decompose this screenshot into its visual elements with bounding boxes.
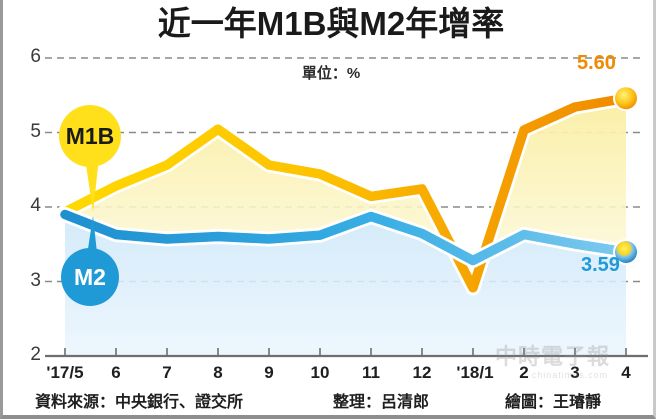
y-tick-label: 2 <box>30 344 41 365</box>
x-tick-label: 4 <box>621 363 631 382</box>
x-tick-label: 10 <box>310 363 330 382</box>
m1b-line <box>60 93 631 293</box>
x-axis-ticks <box>64 348 627 356</box>
x-tick-label: 7 <box>162 363 172 382</box>
m2-end-marker-dot <box>615 241 637 263</box>
legend-callout-m1b: M1B <box>59 105 121 167</box>
y-tick-label: 6 <box>30 46 41 67</box>
y-tick-label: 4 <box>30 195 41 216</box>
source-credit: 資料來源：中央銀行、證交所 <box>35 394 244 411</box>
x-tick-label: '17/5 <box>46 363 84 382</box>
unit-label: 單位：% <box>301 65 361 82</box>
y-tick-label: 5 <box>30 121 41 142</box>
x-tick-label: 12 <box>412 363 432 382</box>
y-tick-label: 3 <box>30 270 41 291</box>
x-tick-label: 3 <box>570 363 580 382</box>
m1b-end-marker-dot <box>615 87 637 110</box>
page-title: 近一年M1B與M2年增率 <box>157 5 505 42</box>
x-tick-label: 2 <box>519 363 529 382</box>
m2-end-value-label: 3.59 <box>581 254 620 276</box>
x-tick-label: 6 <box>111 363 121 382</box>
m1b-callout-tail <box>85 158 99 212</box>
x-tick-label: 9 <box>264 363 274 382</box>
artist-credit: 繪圖：王璿靜 <box>505 394 602 411</box>
editor-credit: 整理：呂清郎 <box>333 394 430 411</box>
x-tick-label: 8 <box>213 363 223 382</box>
plot-area <box>45 57 648 358</box>
x-tick-label: 11 <box>362 363 380 382</box>
m2-area-fill <box>65 214 626 356</box>
legend-callout-m2: M2 <box>61 248 119 306</box>
m1b-end-value-label: 5.60 <box>577 52 616 74</box>
m2-line <box>60 209 631 266</box>
x-tick-label: '18/1 <box>456 363 494 382</box>
